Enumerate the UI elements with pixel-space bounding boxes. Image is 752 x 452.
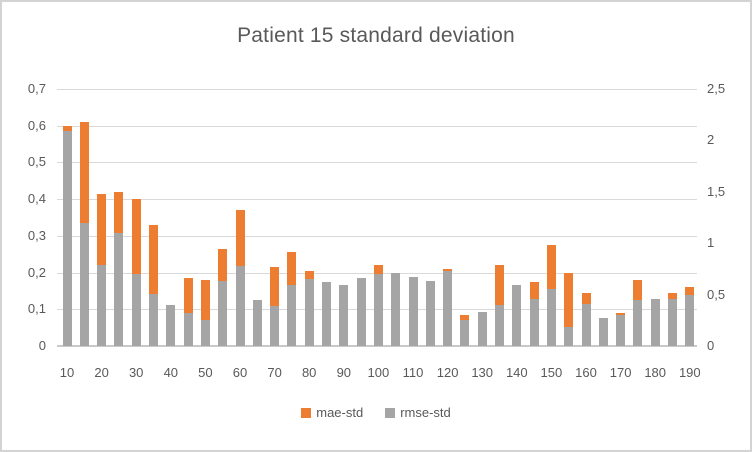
- bar-rmse-std: [62, 131, 72, 346]
- bar-rmse-std: [235, 265, 245, 346]
- y-axis-label-left: 0,7: [27, 81, 46, 96]
- bar-rmse-std: [373, 274, 383, 346]
- bar-rmse-std: [166, 304, 176, 346]
- x-axis-label: 140: [505, 365, 528, 380]
- x-axis-label: 150: [540, 365, 563, 380]
- bar-rmse-std: [391, 273, 401, 346]
- y-axis-label-right: 2,5: [707, 81, 726, 96]
- y-axis-label-right: 1: [707, 235, 715, 251]
- bar-rmse-std: [183, 313, 193, 346]
- bar-rmse-std: [546, 289, 556, 346]
- legend: mae-std rmse-std: [2, 405, 750, 420]
- bar-rmse-std: [287, 285, 297, 346]
- legend-label-rmse-std: rmse-std: [400, 405, 451, 420]
- y-axis-label-left: 0,1: [27, 301, 46, 317]
- legend-item-mae-std: mae-std: [301, 405, 363, 420]
- x-axis-label: 190: [678, 365, 701, 380]
- bar-rmse-std: [685, 294, 695, 346]
- gridline: [57, 162, 697, 164]
- y-axis-label-left: 0,3: [27, 227, 46, 243]
- x-axis-label: 130: [471, 365, 494, 380]
- bar-mae-std: [183, 278, 193, 346]
- x-axis-label: 60: [232, 365, 248, 380]
- bar-rmse-std: [252, 299, 262, 346]
- bar-rmse-std: [633, 299, 643, 346]
- bar-rmse-std: [443, 270, 453, 346]
- gridline: [57, 89, 697, 90]
- bar-rmse-std: [598, 318, 608, 346]
- bar-rmse-std: [304, 279, 314, 346]
- y-axis-label-left: 0,4: [27, 191, 46, 207]
- bar-mae-std: [200, 279, 210, 346]
- bar-rmse-std: [339, 285, 349, 346]
- bar-rmse-std: [79, 222, 89, 346]
- bar-rmse-std: [114, 232, 124, 346]
- x-axis-label: 90: [336, 365, 352, 380]
- bar-rmse-std: [356, 278, 366, 346]
- bar-rmse-std: [200, 320, 210, 346]
- y-axis-label-right: 0: [707, 338, 715, 353]
- bar-mae-std: [149, 224, 158, 346]
- x-axis-label: 10: [59, 365, 75, 380]
- bar-rmse-std: [322, 282, 331, 346]
- x-axis-label: 170: [609, 365, 632, 380]
- x-axis-label: 40: [163, 365, 179, 380]
- bar-rmse-std: [581, 303, 591, 346]
- bar-rmse-std: [668, 298, 677, 346]
- x-axis-label: 30: [128, 365, 144, 380]
- bar-rmse-std: [131, 274, 141, 346]
- bar-rmse-std: [616, 315, 626, 346]
- gridline: [57, 235, 697, 237]
- y-axis-label-right: 1,5: [707, 183, 726, 199]
- bar-rmse-std: [650, 298, 660, 346]
- bar-rmse-std: [425, 281, 435, 346]
- x-axis-label: 70: [267, 365, 282, 380]
- bar-rmse-std: [270, 305, 280, 346]
- y-axis-label-left: 0,2: [27, 264, 46, 280]
- x-axis-label: 80: [301, 365, 317, 380]
- x-axis-label: 180: [644, 365, 667, 380]
- bar-rmse-std: [218, 281, 228, 346]
- y-axis-label-right: 2: [707, 132, 715, 148]
- mae-std-swatch-icon: [301, 407, 312, 418]
- bar-rmse-std: [529, 298, 539, 346]
- bar-rmse-std: [97, 264, 107, 346]
- bar-rmse-std: [477, 312, 487, 346]
- x-axis-label: 160: [575, 365, 597, 380]
- chart-title: Patient 15 standard deviation: [237, 24, 515, 47]
- x-axis-label: 50: [198, 365, 213, 380]
- bar-rmse-std: [408, 277, 418, 346]
- bar-rmse-std: [460, 320, 470, 346]
- legend-item-rmse-std: rmse-std: [385, 405, 451, 420]
- x-axis-label: 110: [402, 365, 424, 380]
- bar-rmse-std: [149, 293, 158, 346]
- bar-rmse-std: [512, 285, 522, 346]
- bar-rmse-std: [495, 304, 504, 346]
- bar-mae-std: [131, 199, 141, 346]
- x-axis-label: 120: [436, 365, 459, 380]
- y-axis-label-left: 0,6: [27, 117, 46, 133]
- bar-rmse-std: [564, 327, 574, 346]
- x-axis-label: 100: [367, 365, 390, 380]
- y-axis-label-left: 0: [38, 338, 46, 353]
- plot-area: [57, 89, 697, 347]
- gridline: [57, 199, 697, 201]
- x-axis-line: [57, 345, 697, 347]
- bar-mae-std: [564, 272, 574, 346]
- x-axis-label: 20: [94, 365, 109, 380]
- legend-label-mae-std: mae-std: [316, 405, 364, 420]
- y-axis-label-right: 0,5: [707, 286, 726, 302]
- y-axis-label-left: 0,5: [27, 154, 46, 170]
- gridline: [57, 125, 697, 127]
- rmse-std-swatch-icon: [385, 407, 396, 418]
